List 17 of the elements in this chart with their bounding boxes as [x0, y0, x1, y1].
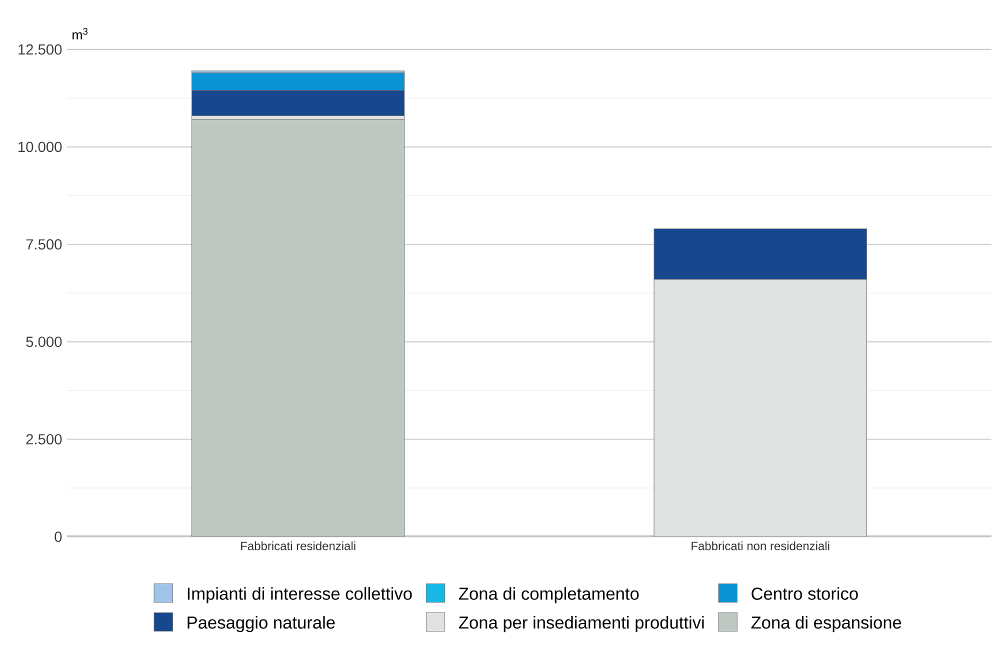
y-tick-label: 5.000 [26, 336, 62, 348]
y-tick-label: 10.000 [18, 142, 62, 152]
bar [192, 116, 405, 120]
bar [654, 279, 867, 537]
legend-label: Impianti di interesse collettivo [188, 587, 412, 604]
y-axis-title: m$^{3}$ [72, 28, 88, 40]
legend-label: Zona di completamento [458, 587, 639, 604]
y-tick-label: 2.500 [26, 434, 62, 445]
y-tick-label: 0 [54, 532, 62, 542]
legend-label: Centro storico [752, 587, 858, 600]
x-tick-label: Fabbricati non residenziali [692, 542, 830, 550]
legend-label: Zona per insediamenti produttivi [458, 616, 704, 632]
legend-label: Paesaggio naturale [188, 616, 335, 632]
y-tick-label: 7.500 [26, 239, 62, 250]
x-tick-label: Fabbricati residenziali [241, 542, 356, 550]
legend-label: Zona di espansione [751, 616, 902, 632]
y-tick-label: 12.500 [18, 44, 62, 55]
